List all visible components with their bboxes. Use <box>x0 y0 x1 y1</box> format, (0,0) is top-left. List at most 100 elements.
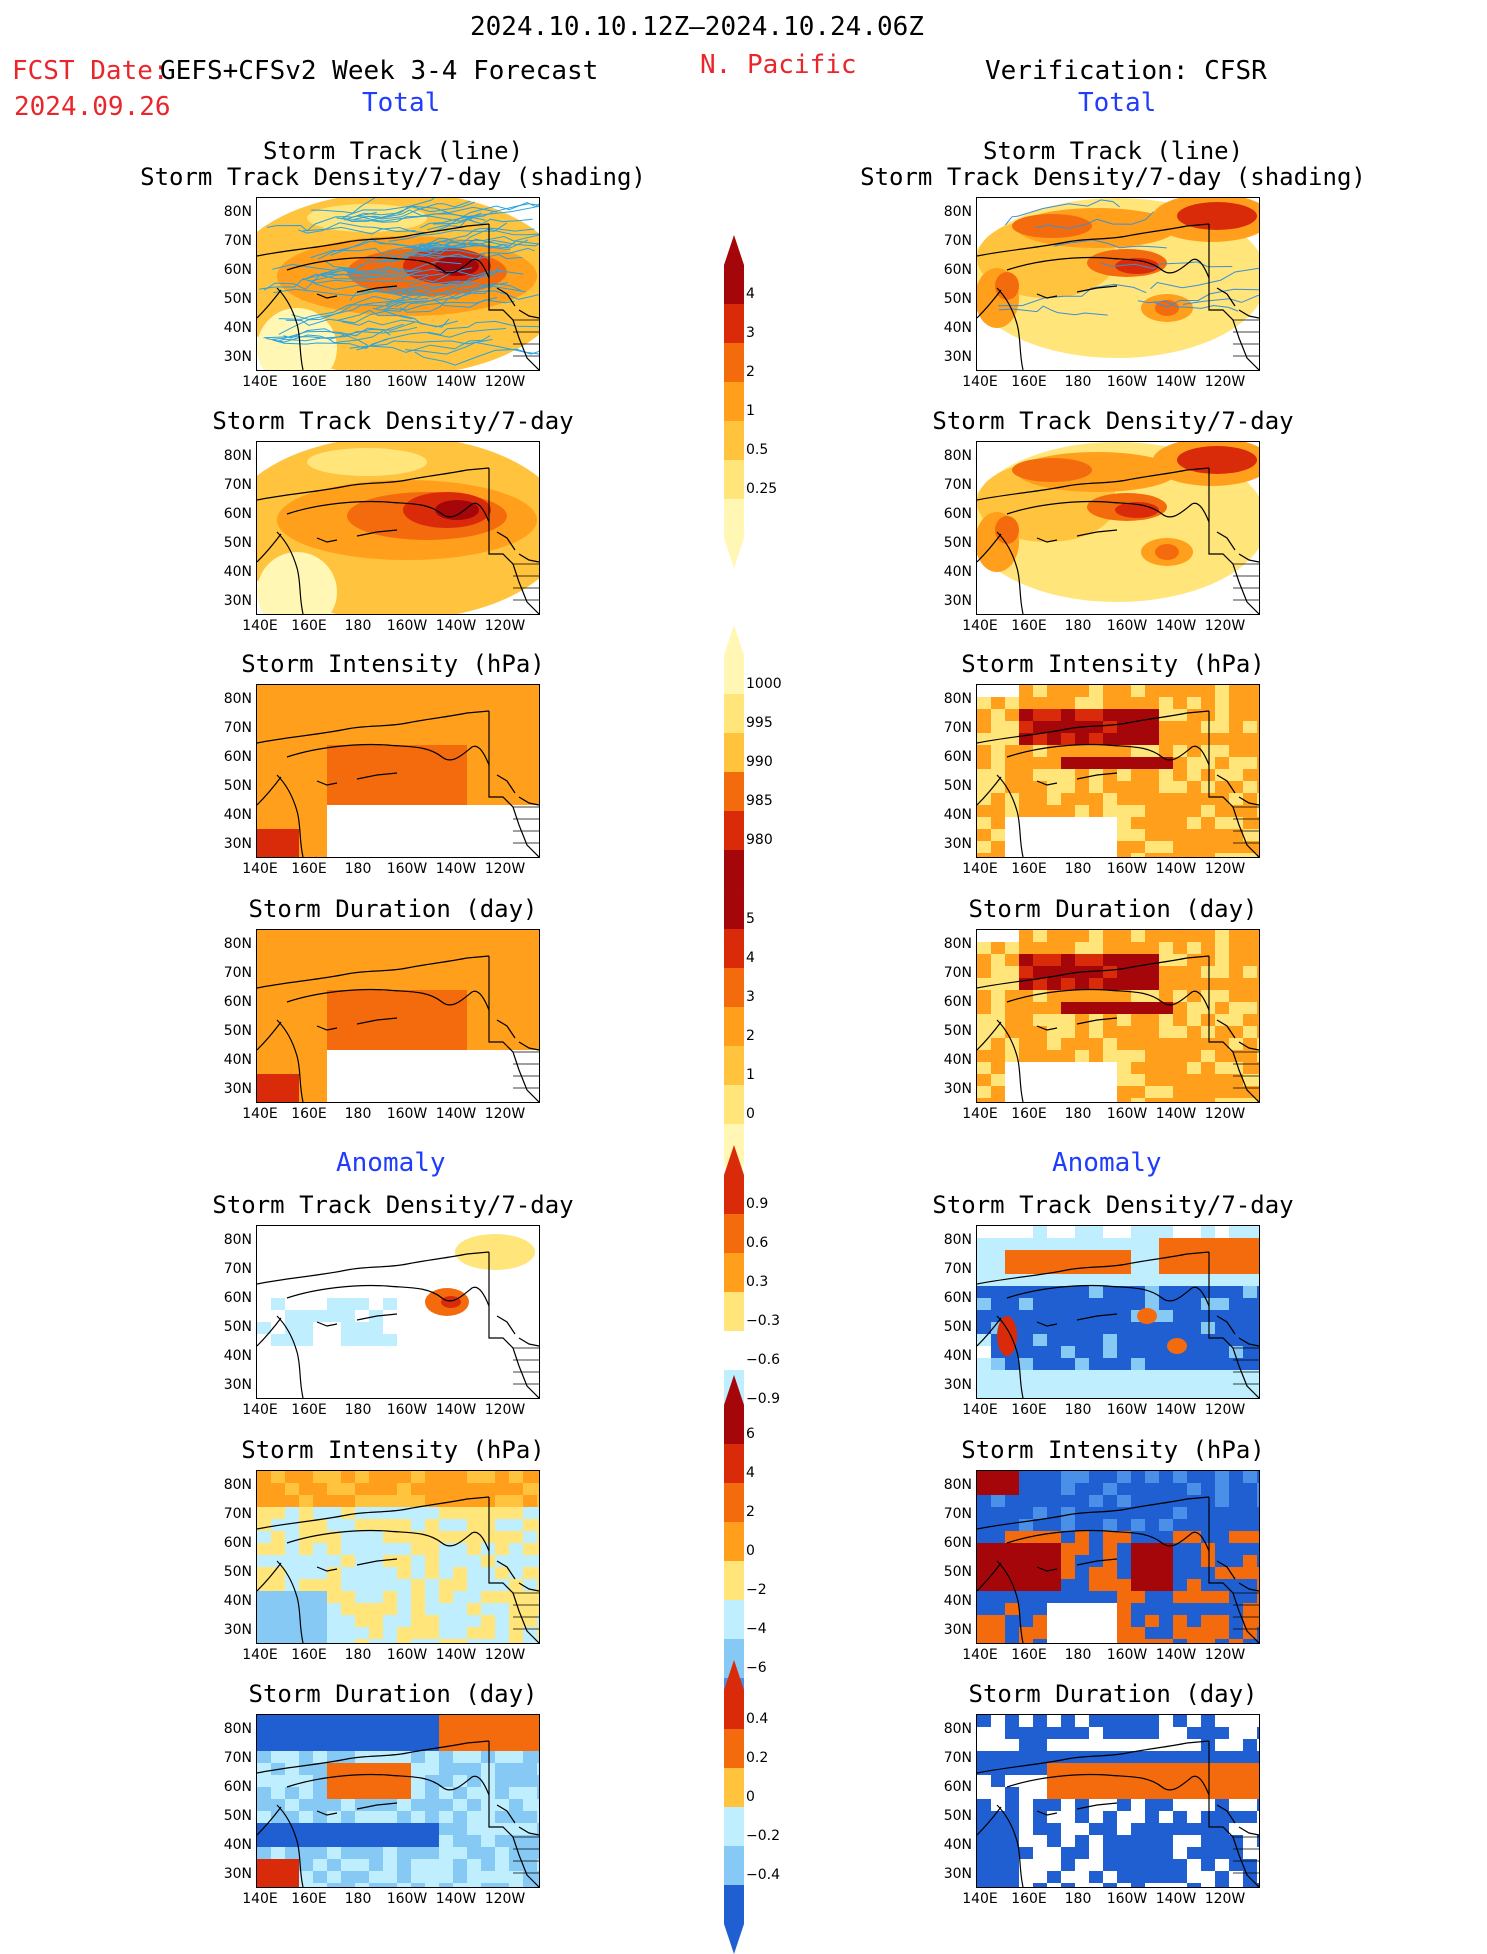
lat-tick-label: 60N <box>223 1535 252 1551</box>
map-shading <box>977 685 1259 857</box>
colorbar-label: 0.4 <box>746 1711 769 1727</box>
lon-tick-label: 120W <box>484 374 526 390</box>
lat-tick-label: 80N <box>943 1721 972 1737</box>
panel-title: Storm Track Density/7-day (shading) <box>140 163 646 191</box>
lon-tick-label: 160W <box>1106 1402 1148 1418</box>
panel-title: Storm Intensity (hPa) <box>241 650 545 678</box>
lon-tick-label: 180 <box>1064 1891 1092 1907</box>
lon-tick-label: 140W <box>435 1402 477 1418</box>
lat-tick-label: 80N <box>943 691 972 707</box>
lon-tick-label: 120W <box>1204 1402 1246 1418</box>
lon-tick-label: 160W <box>1106 861 1148 877</box>
colorbar-label: −2 <box>746 1582 767 1598</box>
colorbar-label: 985 <box>746 793 773 809</box>
colorbar-duration_total <box>724 860 744 1193</box>
lon-tick-label: 160W <box>386 374 428 390</box>
colorbar-label: 0.25 <box>746 481 778 497</box>
lat-tick-label: 30N <box>223 1866 252 1882</box>
map-shading <box>257 1471 539 1643</box>
lat-tick-label: 80N <box>223 691 252 707</box>
lon-tick-label: 140E <box>242 618 278 634</box>
map-shading <box>977 198 1259 370</box>
lat-tick-label: 60N <box>943 994 972 1010</box>
panel-title: Storm Track Density/7-day <box>932 1191 1294 1219</box>
lat-tick-label: 50N <box>943 291 972 307</box>
lat-tick-label: 60N <box>223 1779 252 1795</box>
lat-tick-label: 80N <box>943 936 972 952</box>
verification-title: Verification: CFSR <box>985 56 1267 86</box>
colorbar-label: 1 <box>746 403 755 419</box>
panel-title: Storm Track Density/7-day (shading) <box>860 163 1366 191</box>
lon-tick-label: 180 <box>344 1106 372 1122</box>
map-panel-obs-adensity <box>976 1225 1260 1399</box>
lon-tick-label: 140W <box>1155 861 1197 877</box>
lon-tick-label: 160W <box>1106 1106 1148 1122</box>
lat-tick-label: 50N <box>223 1319 252 1335</box>
lat-tick-label: 50N <box>943 1808 972 1824</box>
map-shading <box>257 685 539 857</box>
lat-tick-label: 60N <box>943 262 972 278</box>
lon-tick-label: 160E <box>1011 618 1047 634</box>
colorbar-duration_anom <box>724 1660 744 1954</box>
section-total-right: Total <box>1078 88 1157 118</box>
lon-tick-label: 160E <box>1011 374 1047 390</box>
map-panel-fcst-aduration <box>256 1714 540 1888</box>
lat-tick-label: 70N <box>943 965 972 981</box>
lat-tick-label: 70N <box>223 965 252 981</box>
lat-tick-label: 40N <box>943 564 972 580</box>
lat-tick-label: 80N <box>223 448 252 464</box>
lat-tick-label: 80N <box>943 204 972 220</box>
lat-tick-label: 30N <box>223 836 252 852</box>
lat-tick-label: 70N <box>223 1506 252 1522</box>
map-shading <box>977 1471 1259 1643</box>
lat-tick-label: 30N <box>943 593 972 609</box>
map-panel-obs-track <box>976 197 1260 371</box>
lat-tick-label: 40N <box>223 1348 252 1364</box>
panel-title: Storm Duration (day) <box>248 895 538 923</box>
lat-tick-label: 60N <box>943 1535 972 1551</box>
lat-tick-label: 40N <box>223 1593 252 1609</box>
panel-title: Storm Duration (day) <box>248 1680 538 1708</box>
lon-tick-label: 140W <box>1155 1402 1197 1418</box>
lon-tick-label: 140W <box>435 861 477 877</box>
lon-tick-label: 160E <box>291 1891 327 1907</box>
colorbar-label: 1000 <box>746 676 782 692</box>
lat-tick-label: 60N <box>223 262 252 278</box>
lon-tick-label: 180 <box>1064 618 1092 634</box>
lon-tick-label: 160E <box>1011 861 1047 877</box>
lat-tick-label: 40N <box>223 807 252 823</box>
lon-tick-label: 160E <box>1011 1402 1047 1418</box>
colorbar-label: 3 <box>746 989 755 1005</box>
lon-tick-label: 160E <box>291 618 327 634</box>
colorbar-label: 5 <box>746 911 755 927</box>
map-panel-fcst-duration <box>256 929 540 1103</box>
colorbar-density_total <box>724 235 744 568</box>
colorbar-label: 6 <box>746 1426 755 1442</box>
map-panel-fcst-density <box>256 441 540 615</box>
map-shading <box>257 1234 539 1398</box>
lon-tick-label: 140E <box>962 1891 998 1907</box>
lon-tick-label: 120W <box>484 1647 526 1663</box>
lat-tick-label: 30N <box>943 1081 972 1097</box>
lon-tick-label: 160W <box>386 1402 428 1418</box>
lat-tick-label: 60N <box>943 1290 972 1306</box>
lon-tick-label: 180 <box>344 1402 372 1418</box>
lat-tick-label: 50N <box>223 1564 252 1580</box>
lon-tick-label: 140W <box>435 374 477 390</box>
colorbar-label: 4 <box>746 950 755 966</box>
map-shading <box>977 1715 1259 1887</box>
colorbar-label: 1 <box>746 1067 755 1083</box>
lat-tick-label: 60N <box>943 1779 972 1795</box>
panel-title: Storm Track (line) <box>262 137 524 165</box>
lon-tick-label: 140E <box>962 374 998 390</box>
colorbar-label: −0.9 <box>746 1391 780 1407</box>
lat-tick-label: 50N <box>223 535 252 551</box>
lat-tick-label: 40N <box>223 1837 252 1853</box>
colorbar-label: 4 <box>746 1465 755 1481</box>
fcst-date-label: FCST Date: <box>12 56 169 86</box>
lat-tick-label: 80N <box>943 1477 972 1493</box>
lon-tick-label: 180 <box>344 374 372 390</box>
lat-tick-label: 50N <box>223 778 252 794</box>
lon-tick-label: 140E <box>962 1106 998 1122</box>
lon-tick-label: 160W <box>386 1891 428 1907</box>
